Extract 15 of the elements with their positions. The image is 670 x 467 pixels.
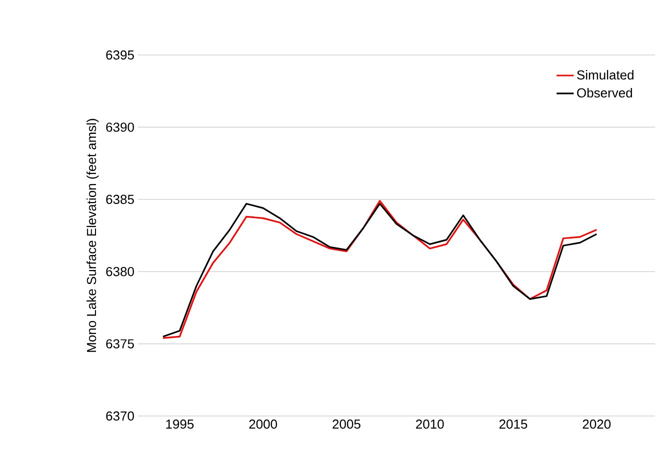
y-tick-label: 6385: [106, 194, 134, 204]
y-tick-label: 6380: [106, 266, 134, 276]
y-tick-label: 6370: [106, 411, 134, 421]
y-tick-label: 6375: [106, 339, 134, 348]
x-tick-label: 2015: [499, 420, 528, 429]
legend-label: Simulated: [577, 70, 634, 80]
y-tick-label: 6390: [106, 122, 134, 132]
x-tick-label: 2010: [416, 420, 444, 429]
x-tick-label: 2020: [582, 420, 611, 429]
y-axis-title: Mono Lake Surface Elevation (feet amsl): [86, 118, 99, 352]
x-tick-label: 2005: [332, 420, 360, 429]
y-tick-label: 6395: [106, 50, 134, 60]
legend-label: Observed: [577, 88, 632, 98]
x-tick-label: 2000: [249, 420, 278, 429]
x-tick-label: 1995: [166, 420, 194, 429]
